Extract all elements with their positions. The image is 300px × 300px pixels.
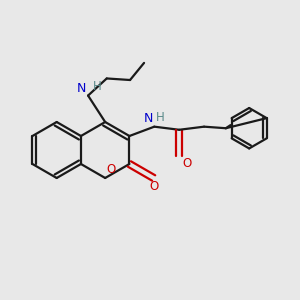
Text: O: O [149,180,158,193]
Text: H: H [93,80,101,93]
Text: N: N [77,82,86,94]
Text: O: O [182,157,191,170]
Text: N: N [143,112,153,125]
Text: O: O [107,163,116,176]
Text: H: H [156,111,165,124]
